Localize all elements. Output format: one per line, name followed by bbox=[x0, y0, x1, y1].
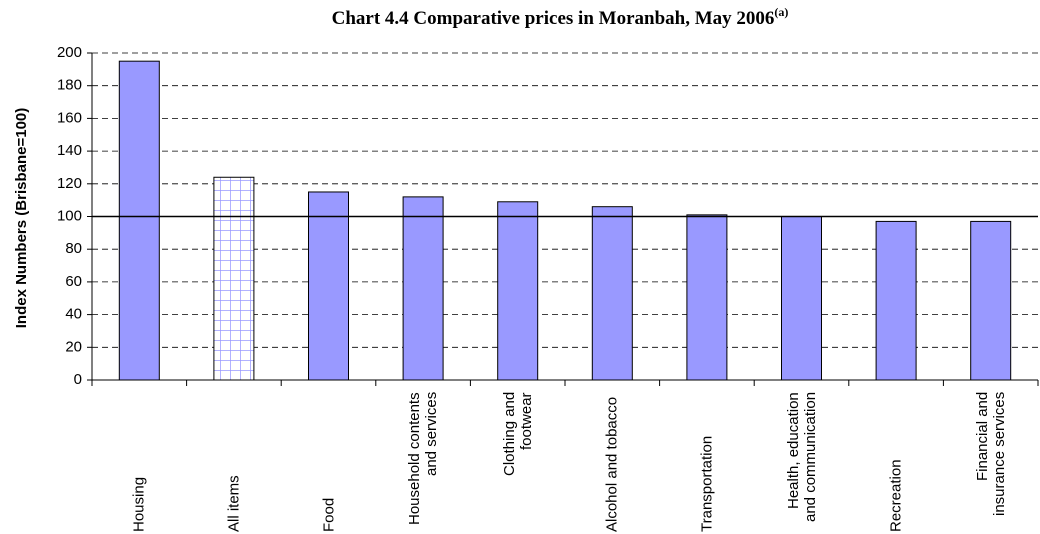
y-tick-label: 140 bbox=[57, 142, 82, 159]
x-tick-label: Transportation bbox=[677, 392, 737, 532]
y-tick-label: 20 bbox=[65, 338, 82, 355]
bar bbox=[118, 60, 160, 381]
bar bbox=[308, 191, 349, 381]
category-text: Recreation bbox=[887, 459, 905, 532]
x-tick-label: Clothing and footwear bbox=[488, 392, 548, 532]
x-tick-label: Housing bbox=[109, 392, 169, 532]
y-tick-label: 60 bbox=[65, 273, 82, 290]
category-text: Health, education and communication bbox=[784, 392, 819, 523]
category-text: Food bbox=[320, 497, 337, 532]
y-tick-label: 80 bbox=[65, 240, 82, 257]
category-text: Clothing and footwear bbox=[500, 392, 535, 477]
y-axis-label: Index Numbers (Brisbane=100) bbox=[13, 108, 30, 329]
category-text: Household contents and services bbox=[406, 392, 441, 525]
y-tick-label: 0 bbox=[74, 371, 82, 388]
y-tick-label: 100 bbox=[57, 207, 82, 224]
y-tick-label: 120 bbox=[57, 175, 82, 192]
category-text: Transportation bbox=[698, 435, 716, 532]
x-tick-label: Food bbox=[299, 392, 359, 532]
x-tick-label: Financial and insurance services bbox=[961, 392, 1021, 532]
y-tick-label: 160 bbox=[57, 109, 82, 126]
category-text: Financial and insurance services bbox=[973, 392, 1008, 517]
category-text: Alcohol and tobacco bbox=[603, 396, 621, 532]
bar bbox=[591, 206, 633, 381]
bar bbox=[213, 176, 255, 381]
x-tick-label: Health, education and communication bbox=[772, 392, 832, 532]
bar bbox=[497, 201, 539, 381]
category-text: All items bbox=[225, 475, 243, 532]
category-text: Housing bbox=[130, 476, 148, 532]
x-tick-label: All items bbox=[204, 392, 264, 532]
y-tick-label: 180 bbox=[57, 77, 82, 94]
bar bbox=[686, 214, 728, 381]
bar bbox=[875, 220, 917, 381]
chart-title: Chart 4.4 Comparative prices in Moranbah… bbox=[332, 5, 789, 30]
y-tick-label: 200 bbox=[57, 44, 82, 61]
bar bbox=[781, 216, 822, 381]
x-tick-label: Alcohol and tobacco bbox=[582, 392, 642, 532]
bar bbox=[402, 196, 444, 381]
x-tick-label: Household contents and services bbox=[393, 392, 453, 532]
bar bbox=[970, 220, 1012, 381]
y-tick-label: 40 bbox=[65, 306, 82, 323]
x-tick-label: Recreation bbox=[866, 392, 926, 532]
